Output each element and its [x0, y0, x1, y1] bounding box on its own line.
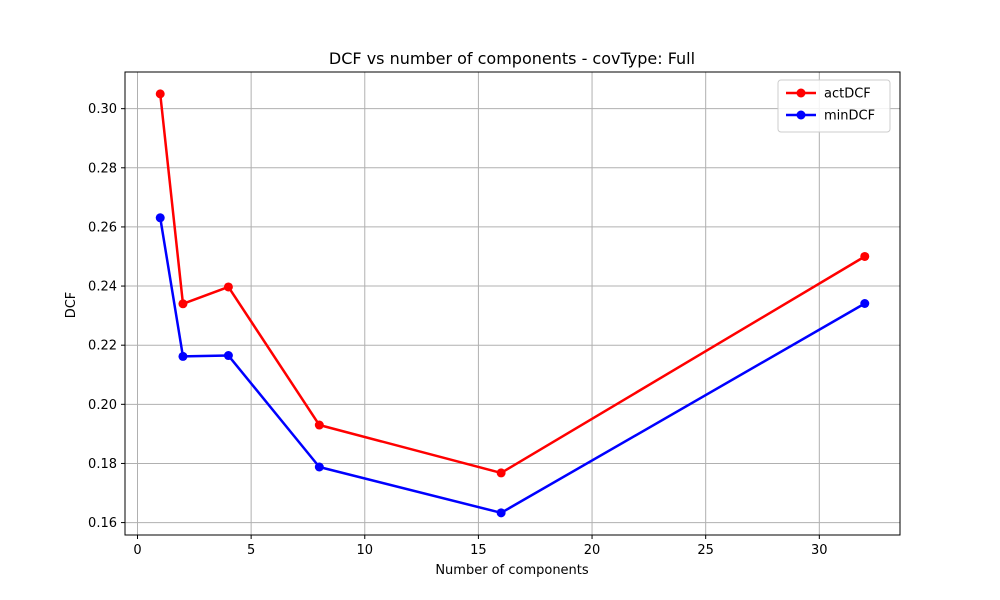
chart-title: DCF vs number of components - covType: F…	[329, 49, 695, 68]
minDCF-point	[860, 299, 870, 308]
actDCF-point	[496, 468, 506, 478]
y-tick-label: 0.18	[88, 457, 117, 472]
x-tick-label: 10	[356, 543, 373, 558]
actDCF-line	[158, 93, 866, 475]
x-axis-label: Number of components	[435, 563, 589, 578]
y-tick-label: 0.24	[88, 280, 117, 295]
actDCF-point	[223, 282, 233, 292]
legend-marker-actDCF	[796, 88, 806, 98]
actDCF-point	[155, 89, 165, 99]
y-tick-label: 0.16	[88, 516, 117, 531]
actDCF-point	[178, 299, 188, 309]
actDCF-point	[860, 251, 870, 261]
series-lines	[155, 89, 870, 518]
y-tick-label: 0.22	[88, 339, 117, 354]
legend: actDCF minDCF	[777, 79, 891, 133]
y-tick-label: 0.26	[88, 220, 117, 235]
minDCF-point	[223, 351, 233, 361]
minDCF-point	[496, 508, 506, 518]
x-tick-label: 15	[470, 543, 487, 558]
plot-frame	[124, 71, 901, 536]
minDCF-line	[158, 217, 866, 515]
x-tick-label: 20	[584, 543, 601, 558]
minDCF-point	[178, 351, 188, 361]
minDCF-point	[155, 213, 165, 223]
x-tick-label: 0	[133, 543, 141, 558]
y-tick-label: 0.28	[88, 161, 117, 176]
y-tick-label: 0.30	[88, 102, 117, 117]
x-tick-label: 5	[247, 543, 255, 558]
legend-marker-minDCF	[796, 110, 806, 120]
legend-label-actDCF: actDCF	[824, 87, 871, 102]
axes: 0 5 10 15 20 25 30 0.16 0.18 0.20 0.22 0.24 0.26 0.28…	[88, 71, 901, 558]
actDCF-point	[314, 420, 324, 430]
y-axis-label: DCF	[64, 292, 79, 319]
x-tick-label: 25	[697, 543, 714, 558]
legend-label-minDCF: minDCF	[824, 109, 875, 124]
minDCF-point	[314, 462, 324, 472]
grid-lines	[125, 72, 900, 535]
x-tick-label: 30	[811, 543, 828, 558]
y-tick-label: 0.20	[88, 398, 117, 413]
